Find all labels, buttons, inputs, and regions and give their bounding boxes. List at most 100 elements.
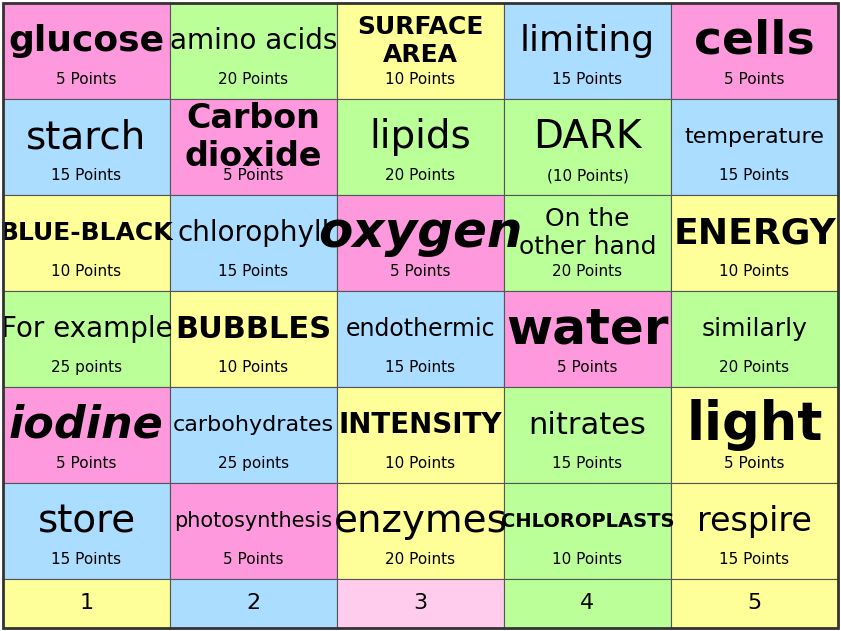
Text: photosynthesis: photosynthesis [174, 511, 332, 531]
Text: Carbon
dioxide: Carbon dioxide [185, 102, 322, 173]
Text: amino acids: amino acids [170, 27, 337, 56]
Text: 10 Points: 10 Points [719, 264, 790, 280]
Text: similarly: similarly [701, 317, 807, 341]
Text: 5 Points: 5 Points [223, 552, 283, 567]
Text: light: light [686, 399, 822, 451]
Text: 15 Points: 15 Points [51, 552, 122, 567]
Text: 2: 2 [246, 594, 261, 613]
Text: 10 Points: 10 Points [553, 552, 622, 567]
Text: 15 Points: 15 Points [219, 264, 288, 280]
Text: 5 Points: 5 Points [56, 73, 117, 87]
Text: 5 Points: 5 Points [558, 360, 618, 375]
Bar [170, 99, 337, 195]
Bar [337, 3, 504, 99]
Bar [504, 291, 671, 387]
Text: lipids: lipids [370, 119, 471, 156]
Bar [337, 387, 504, 483]
Text: 5 Points: 5 Points [223, 168, 283, 183]
Bar [170, 3, 337, 99]
Text: 20 Points: 20 Points [553, 264, 622, 280]
Text: cells: cells [694, 19, 815, 64]
Bar [504, 579, 671, 628]
Bar [170, 387, 337, 483]
Bar [504, 3, 671, 99]
Text: glucose: glucose [8, 25, 165, 59]
Text: temperature: temperature [685, 127, 824, 148]
Text: 15 Points: 15 Points [385, 360, 456, 375]
Text: 5 Points: 5 Points [724, 456, 785, 471]
Text: 20 Points: 20 Points [719, 360, 790, 375]
Text: 5 Points: 5 Points [724, 73, 785, 87]
Text: 5 Points: 5 Points [390, 264, 451, 280]
Text: starch: starch [26, 119, 146, 156]
Bar [671, 291, 838, 387]
Text: ENERGY: ENERGY [673, 216, 836, 251]
Text: store: store [37, 502, 135, 540]
Bar [3, 291, 170, 387]
Text: 25 points: 25 points [218, 456, 289, 471]
Text: 10 Points: 10 Points [385, 456, 456, 471]
Text: oxygen: oxygen [318, 209, 523, 257]
Bar [671, 387, 838, 483]
Text: 5: 5 [748, 594, 762, 613]
Text: 5 Points: 5 Points [56, 456, 117, 471]
Bar [671, 579, 838, 628]
Bar [3, 195, 170, 291]
Text: nitrates: nitrates [528, 411, 647, 440]
Bar [671, 3, 838, 99]
Text: enzymes: enzymes [334, 502, 507, 540]
Text: 4: 4 [580, 594, 595, 613]
Text: CHLOROPLASTS: CHLOROPLASTS [500, 512, 674, 531]
Bar [337, 195, 504, 291]
Text: BLUE-BLACK: BLUE-BLACK [0, 221, 173, 245]
Bar [337, 291, 504, 387]
Text: 20 Points: 20 Points [385, 168, 456, 183]
Bar [170, 483, 337, 579]
Text: respire: respire [697, 505, 812, 538]
Bar [671, 483, 838, 579]
Text: limiting: limiting [520, 25, 655, 59]
Text: On the
other hand: On the other hand [519, 208, 656, 259]
Text: SURFACE
AREA: SURFACE AREA [357, 16, 484, 68]
Bar [3, 387, 170, 483]
Text: 25 points: 25 points [51, 360, 122, 375]
Text: For example: For example [1, 316, 172, 343]
Text: 20 Points: 20 Points [385, 552, 456, 567]
Bar [170, 579, 337, 628]
Text: 15 Points: 15 Points [553, 456, 622, 471]
Text: endothermic: endothermic [346, 317, 495, 341]
Text: (10 Points): (10 Points) [547, 168, 628, 183]
Text: 15 Points: 15 Points [553, 73, 622, 87]
Text: 20 Points: 20 Points [219, 73, 288, 87]
Text: 15 Points: 15 Points [51, 168, 122, 183]
Text: BUBBLES: BUBBLES [176, 315, 331, 344]
Bar [671, 195, 838, 291]
Text: carbohydrates: carbohydrates [173, 415, 334, 435]
Bar [170, 195, 337, 291]
Bar [337, 579, 504, 628]
Text: INTENSITY: INTENSITY [339, 411, 502, 439]
Text: chlorophyll: chlorophyll [177, 220, 330, 247]
Text: 15 Points: 15 Points [719, 552, 790, 567]
Bar [3, 99, 170, 195]
Bar [170, 291, 337, 387]
Text: DARK: DARK [533, 119, 642, 156]
Bar [3, 3, 170, 99]
Bar [337, 483, 504, 579]
Bar [504, 387, 671, 483]
Text: 3: 3 [414, 594, 427, 613]
Bar [3, 483, 170, 579]
Bar [337, 99, 504, 195]
Text: water: water [506, 305, 669, 353]
Text: iodine: iodine [9, 404, 164, 447]
Text: 15 Points: 15 Points [719, 168, 790, 183]
Bar [504, 483, 671, 579]
Text: 1: 1 [79, 594, 93, 613]
Bar [3, 579, 170, 628]
Bar [504, 195, 671, 291]
Bar [504, 99, 671, 195]
Text: 10 Points: 10 Points [385, 73, 456, 87]
Bar [671, 99, 838, 195]
Text: 10 Points: 10 Points [219, 360, 288, 375]
Text: 10 Points: 10 Points [51, 264, 122, 280]
